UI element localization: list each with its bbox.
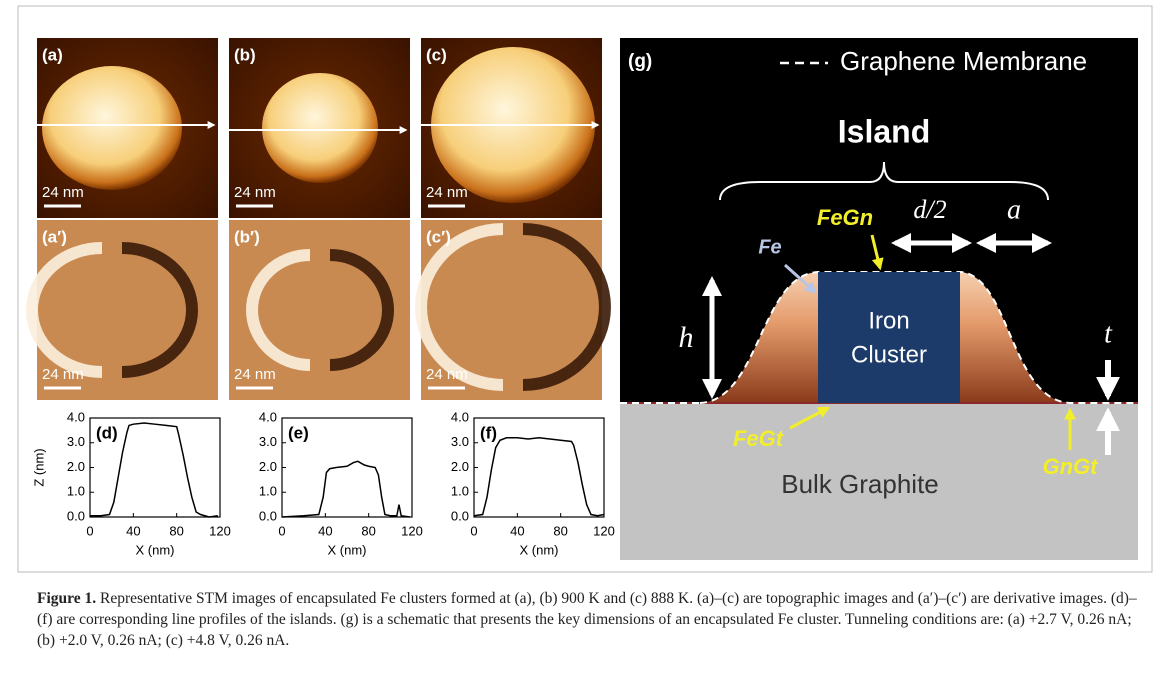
- dark-edge: [522, 223, 611, 391]
- x-tick-label: 40: [126, 523, 140, 538]
- stm-images: (a) 24 nm (a′) 24 nm (b) 24 nm (b′) 24 nm (c) 24 …: [26, 38, 611, 400]
- dark-edge: [121, 242, 198, 378]
- gngt-label: GnGt: [1043, 454, 1100, 479]
- x-tick-label: 40: [510, 523, 524, 538]
- y-tick-label: 3.0: [67, 434, 85, 449]
- a-label: a: [1007, 194, 1021, 225]
- fegn-arrow: [870, 234, 884, 271]
- y-tick-label: 1.0: [451, 484, 469, 499]
- x-tick-label: 120: [209, 523, 231, 538]
- island-brace: [719, 161, 1049, 201]
- x-tick-label: 0: [278, 523, 285, 538]
- x-tick-label: 80: [553, 523, 567, 538]
- bright-edge: [26, 242, 103, 378]
- schematic: (g) Graphene Membrane Island d/2 a FeGn …: [620, 38, 1138, 560]
- y-tick-label: 1.0: [259, 484, 277, 499]
- profile: [90, 422, 218, 518]
- x-tick-label: 80: [169, 523, 183, 538]
- caption-label: Figure 1.: [37, 590, 97, 607]
- panel-label: (g): [628, 51, 652, 72]
- substrate-label: Bulk Graphite: [781, 469, 939, 499]
- line-profiles: 0.0 1.0 2.0 3.0 4.0 0 40 80 120 (d) X (nm) Z (nm) 0.…: [31, 409, 614, 557]
- plot-frame: [281, 417, 413, 518]
- island: [42, 66, 182, 190]
- y-tick-label: 2.0: [67, 459, 85, 474]
- profile: [281, 460, 410, 518]
- x-axis-label: X (nm): [520, 542, 559, 557]
- x-tick-label: 0: [470, 523, 477, 538]
- x-tick-label: 120: [593, 523, 615, 538]
- cluster-label: Cluster: [851, 341, 927, 368]
- plot-frame: [473, 417, 605, 518]
- panel-label: (b): [234, 45, 256, 64]
- panel-label: (f): [480, 423, 497, 442]
- island: [262, 73, 378, 183]
- x-axis-label: X (nm): [328, 542, 367, 557]
- fegn-label: FeGn: [817, 205, 873, 230]
- y-tick-label: 3.0: [259, 434, 277, 449]
- iron-cluster: [818, 272, 960, 403]
- profile: [473, 437, 605, 517]
- d-label: d/2: [913, 195, 946, 224]
- x-tick-label: 0: [86, 523, 93, 538]
- x-tick-label: 80: [361, 523, 375, 538]
- fe-label: Fe: [758, 236, 781, 258]
- y-tick-label: 0.0: [67, 508, 85, 523]
- y-tick-label: 4.0: [259, 409, 277, 424]
- y-tick-label: 0.0: [259, 508, 277, 523]
- y-tick-label: 2.0: [451, 459, 469, 474]
- figure: (a) 24 nm (a′) 24 nm (b) 24 nm (b′) 24 nm (c) 24 …: [17, 5, 1153, 573]
- y-axis-label: Z (nm): [31, 448, 46, 486]
- bright-edge: [246, 249, 311, 371]
- y-tick-label: 4.0: [451, 409, 469, 424]
- x-tick-label: 120: [401, 523, 423, 538]
- y-tick-label: 0.0: [451, 508, 469, 523]
- x-axis-label: X (nm): [136, 542, 175, 557]
- scale-bar-label: 24 nm: [426, 184, 468, 201]
- scale-bar-label: 24 nm: [42, 366, 84, 383]
- dark-edge: [329, 249, 394, 371]
- scale-bar-label: 24 nm: [234, 366, 276, 383]
- x-tick-label: 40: [318, 523, 332, 538]
- cluster-label: Iron: [868, 307, 909, 334]
- graphite: [620, 403, 1138, 560]
- figure-frame: [17, 5, 1153, 573]
- t-label: t: [1104, 318, 1113, 349]
- panel-label: (e): [288, 423, 309, 442]
- caption-text: Representative STM images of encapsulate…: [37, 590, 1137, 649]
- y-tick-label: 3.0: [451, 434, 469, 449]
- caption: Figure 1. Representative STM images of e…: [37, 588, 1137, 651]
- legend-text: Graphene Membrane: [840, 46, 1087, 76]
- derivative-image: [229, 220, 410, 400]
- scale-bar-label: 24 nm: [42, 184, 84, 201]
- panel-label: (d): [96, 423, 118, 442]
- y-tick-label: 2.0: [259, 459, 277, 474]
- panel-label: (a′): [42, 227, 67, 246]
- panel-label: (c′): [426, 227, 451, 246]
- scale-bar-label: 24 nm: [426, 366, 468, 383]
- h-label: h: [679, 321, 694, 354]
- y-tick-label: 1.0: [67, 484, 85, 499]
- panel-label: (b′): [234, 227, 260, 246]
- plot-frame: [89, 417, 221, 518]
- y-tick-label: 4.0: [67, 409, 85, 424]
- scale-bar-label: 24 nm: [234, 184, 276, 201]
- fegt-label: FeGt: [733, 426, 785, 451]
- fe-arrow: [783, 263, 817, 294]
- panel-label: (a): [42, 45, 63, 64]
- island-label: Island: [838, 113, 930, 149]
- fegt-arrow: [789, 406, 831, 430]
- bright-edge: [415, 223, 504, 391]
- panel-label: (c): [426, 45, 447, 64]
